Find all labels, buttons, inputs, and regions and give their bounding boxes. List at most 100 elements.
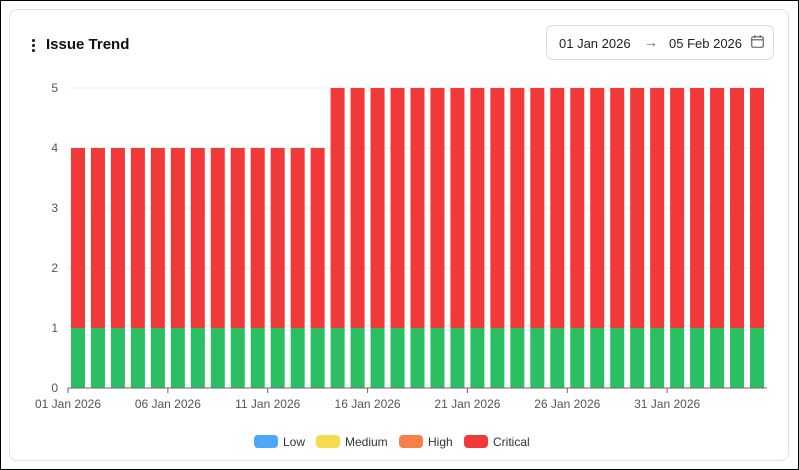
bar-segment-low [650,328,665,388]
date-to: 05 Feb 2026 [669,36,743,51]
bar-segment-low [390,328,405,388]
date-range-picker[interactable]: 01 Jan 2026 → 05 Feb 2026 [546,25,774,60]
bar-segment-critical [550,88,565,328]
chart-legend: Low Medium High Critical [10,434,788,450]
legend-label: Medium [345,435,388,449]
bar-segment-critical [350,88,365,328]
legend-label: Low [283,435,306,449]
bar-segment-critical [690,88,705,328]
bar-segment-critical [570,88,585,328]
legend-swatch [464,435,488,448]
bar-segment-critical [710,88,725,328]
bar-segment-low [270,328,285,388]
bar-segment-critical [310,148,325,328]
bar-segment-low [230,328,245,388]
bar-segment-critical [210,148,225,328]
bar-segment-low [370,328,385,388]
bar-segment-low [610,328,625,388]
bar-segment-low [490,328,505,388]
bar-segment-low [730,328,745,388]
y-tick-label: 1 [51,321,58,335]
legend-label: High [428,435,453,449]
bar-segment-critical [530,88,545,328]
bar-segment-low [330,328,345,388]
bar-segment-low [710,328,725,388]
bar-segment-low [450,328,465,388]
x-tick-label: 21 Jan 2026 [434,397,500,411]
bar-segment-low [590,328,605,388]
bar-segment-critical [370,88,385,328]
bar-segment-critical [230,148,245,328]
bar-segment-low [530,328,545,388]
bar-segment-low [570,328,585,388]
issue-trend-chart: 0 1 2 3 4 5 01 Jan 2026 06 Jan 2026 11 Jan 2026 1… [35,81,767,411]
bar-segment-low [250,328,265,388]
bar-segment-critical [410,88,425,328]
bar-segment-low [670,328,685,388]
bar-segment-low [70,328,85,388]
more-options-icon[interactable] [27,36,39,56]
x-tick-label: 16 Jan 2026 [335,397,401,411]
bar-segment-critical [150,148,165,328]
bar-segment-low [410,328,425,388]
bar-segment-critical [170,148,185,328]
bar-segment-critical [250,148,265,328]
legend-swatch [399,435,423,448]
bar-segment-low [510,328,525,388]
legend-swatch [254,435,278,448]
legend-label: Critical [493,435,530,449]
bar-segment-critical [270,148,285,328]
bar-segment-critical [630,88,645,328]
bar-segment-critical [590,88,605,328]
bar-segment-low [430,328,445,388]
y-tick-label: 3 [51,201,58,215]
bar-segment-low [210,328,225,388]
bar-segment-critical [330,88,345,328]
bar-segment-low [290,328,305,388]
bar-segment-low [190,328,205,388]
y-tick-label: 2 [51,261,58,275]
bar-segment-low [110,328,125,388]
bar-segment-critical [670,88,685,328]
bar-segment-critical [470,88,485,328]
bar-segment-low [150,328,165,388]
calendar-icon [751,35,764,48]
bar-segment-critical [450,88,465,328]
bar-segment-critical [650,88,665,328]
bar-segment-low [130,328,145,388]
y-tick-label: 0 [51,381,58,395]
card-header: Issue Trend 01 Jan 2026 → 05 Feb 2026 [10,10,788,70]
bar-segment-critical [90,148,105,328]
bar-segment-low [630,328,645,388]
x-tick-label: 06 Jan 2026 [135,397,201,411]
bar-segment-low [470,328,485,388]
bar-segment-low [90,328,105,388]
x-tick-label: 26 Jan 2026 [534,397,600,411]
bar-segment-critical [190,148,205,328]
legend-swatch [316,435,340,448]
x-tick-label: 31 Jan 2026 [634,397,700,411]
card-title: Issue Trend [46,36,130,53]
bar-segment-critical [430,88,445,328]
bar-segment-low [310,328,325,388]
bar-segment-critical [510,88,525,328]
bar-segment-critical [130,148,145,328]
bar-segment-low [550,328,565,388]
date-from: 01 Jan 2026 [559,36,631,51]
y-tick-label: 5 [51,81,58,95]
arrow-right-icon: → [644,34,658,50]
bar-segment-low [690,328,705,388]
bar-segment-low [350,328,365,388]
bar-segment-critical [730,88,745,328]
bar-segment-low [750,328,765,388]
y-tick-label: 4 [51,141,58,155]
bar-segment-critical [290,148,305,328]
bar-segment-critical [750,88,765,328]
bar-segment-critical [490,88,505,328]
bar-segment-critical [70,148,85,328]
x-tick-label: 01 Jan 2026 [35,397,101,411]
bar-segment-critical [390,88,405,328]
bar-segment-critical [610,88,625,328]
